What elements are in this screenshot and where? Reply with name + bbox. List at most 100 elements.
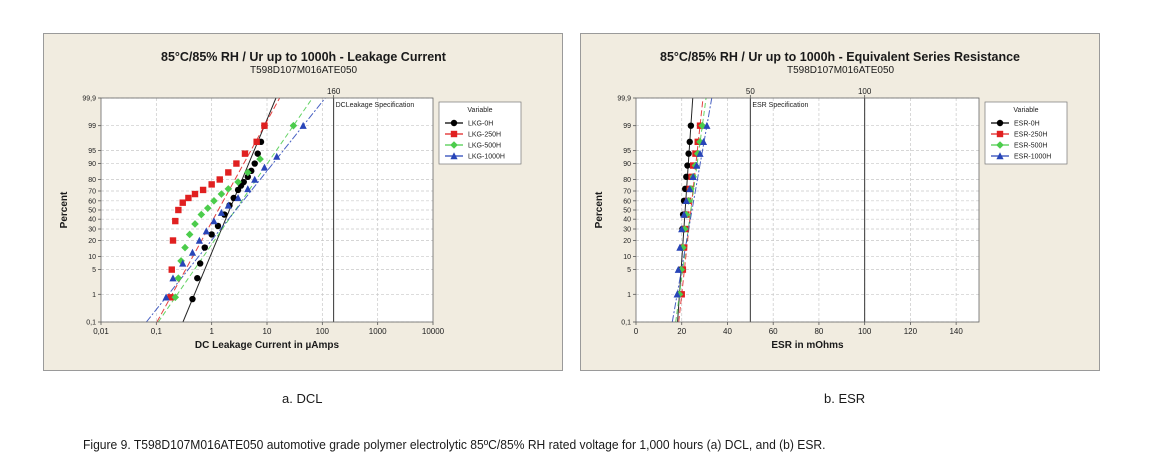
esr-y-tick-label: 50: [623, 208, 631, 215]
dcl-point: [197, 210, 206, 219]
dcl-fit-line-lkg-500h: [157, 97, 313, 323]
dcl-point: [233, 160, 240, 167]
dcl-x-tick-label: 100: [316, 327, 330, 336]
dcl-point: [188, 248, 197, 256]
esr-y-tick-label: 95: [623, 148, 631, 155]
esr-point: [696, 138, 704, 146]
esr-point: [682, 197, 690, 205]
dcl-series-lkg-1000h: [162, 121, 307, 301]
esr-point: [684, 162, 691, 169]
esr-point: [682, 210, 691, 219]
dcl-series-lkg-500h: [171, 121, 298, 302]
esr-y-tick-label: 5: [627, 267, 631, 274]
dcl-legend-marker: [450, 130, 458, 138]
esr-y-tick-label: 60: [623, 198, 631, 205]
dcl-point: [224, 185, 233, 193]
dcl-chart-panel: 0,1 1 5 10 20 30 40 50 60 70 80 90 95 99 99,9 0,01 0,1 1 1…: [43, 33, 563, 371]
dcl-legend-marker: [450, 141, 458, 149]
esr-series-esr-1000h: [673, 121, 711, 298]
esr-y-tick-label: 30: [623, 227, 631, 234]
esr-fit-line-esr-0h: [677, 97, 694, 323]
esr-point: [689, 173, 697, 181]
esr-reference-label: 50: [746, 87, 755, 96]
esr-point: [678, 225, 686, 233]
dcl-point: [194, 274, 201, 282]
dcl-y-tick-label: 95: [88, 148, 96, 155]
dcl-point: [208, 181, 215, 188]
dcl-plot-border: [100, 97, 434, 323]
dcl-point: [169, 274, 177, 282]
dcl-point: [244, 168, 252, 177]
dcl-point: [261, 122, 268, 129]
esr-point: [686, 185, 694, 193]
dcl-sub-caption: a. DCL: [282, 391, 323, 406]
dcl-point: [260, 163, 269, 171]
esr-point: [674, 265, 682, 273]
dcl-point: [199, 186, 207, 194]
dcl-y-tick-label: 0,1: [86, 320, 96, 327]
dcl-point: [189, 295, 196, 303]
dcl-point: [179, 199, 186, 206]
figure-caption: Figure 9. T598D107M016ATE050 automotive …: [83, 437, 826, 452]
dcl-legend-label: LKG-500H: [468, 143, 501, 150]
esr-reference-label: 100: [858, 87, 872, 96]
dcl-point: [234, 194, 242, 202]
dcl-point: [253, 138, 260, 146]
dcl-chart-subtitle: T598D107M016ATE050: [250, 65, 358, 76]
esr-point: [696, 149, 704, 157]
dcl-point: [214, 222, 222, 230]
esr-y-tick-label: 1: [627, 292, 631, 299]
dcl-point: [217, 208, 226, 216]
dcl-point: [191, 220, 199, 228]
esr-y-tick-label: 20: [623, 238, 631, 245]
esr-y-tick-label: 10: [623, 254, 631, 261]
dcl-legend: Variable LKG-0H LKG-250H LKG-500H LKG-1000H: [438, 101, 522, 165]
dcl-point: [185, 230, 194, 239]
dcl-point: [251, 160, 258, 167]
esr-x-axis-label: ESR in mOhms: [771, 340, 844, 351]
dcl-point: [162, 293, 170, 301]
esr-point: [684, 197, 693, 205]
esr-point: [692, 161, 701, 169]
dcl-legend-marker: [450, 119, 458, 127]
esr-point: [679, 243, 687, 252]
esr-chart-subtitle: T598D107M016ATE050: [787, 65, 895, 76]
esr-point: [680, 225, 689, 233]
dcl-chart-title: 85°C/85% RH / Ur up to 1000h - Leakage C…: [161, 50, 446, 64]
dcl-fit-line-lkg-1000h: [145, 97, 326, 323]
dcl-point: [201, 244, 208, 251]
dcl-point: [168, 266, 175, 273]
dcl-point: [299, 121, 307, 129]
dcl-point: [244, 185, 252, 193]
esr-legend-label: ESR-0H: [1014, 121, 1040, 128]
esr-legend-title: Variable: [1013, 107, 1038, 114]
esr-legend: Variable ESR-0H ESR-250H ESR-500H ESR-1000H: [984, 101, 1068, 165]
esr-y-tick-label: 99: [623, 123, 631, 130]
dcl-x-axis: 0,01 0,1 1 10 100 1000 10000: [93, 98, 445, 336]
dcl-point: [202, 227, 210, 235]
dcl-y-tick-label: 80: [88, 177, 96, 184]
dcl-point: [210, 217, 218, 225]
dcl-point: [216, 176, 223, 183]
dcl-point: [254, 150, 261, 157]
esr-legend-marker: [996, 130, 1004, 138]
dcl-x-axis-label: DC Leakage Current in µAmps: [195, 340, 340, 351]
esr-legend-label: ESR-1000H: [1014, 154, 1051, 161]
esr-fit-lines: [671, 97, 713, 323]
esr-legend-label: ESR-500H: [1014, 143, 1047, 150]
esr-point: [673, 290, 681, 298]
esr-point: [686, 138, 693, 146]
dcl-point: [289, 121, 298, 130]
dcl-reference-label: 160: [327, 87, 341, 96]
dcl-y-tick-label: 30: [88, 227, 96, 234]
esr-y-tick-label: 70: [623, 188, 631, 195]
esr-point: [703, 121, 711, 129]
dcl-point: [185, 194, 192, 202]
dcl-point: [181, 243, 189, 252]
dcl-point: [196, 260, 204, 267]
dcl-x-tick-label: 10: [263, 327, 272, 336]
dcl-y-tick-label: 10: [88, 254, 96, 261]
esr-y-tick-label: 90: [623, 161, 631, 168]
esr-x-tick-label: 20: [677, 327, 686, 336]
